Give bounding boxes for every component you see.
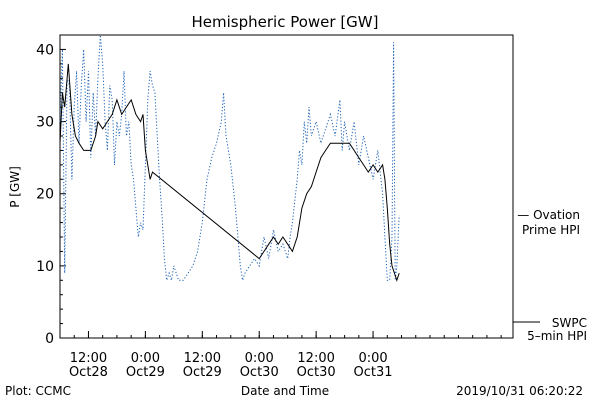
- y-axis-label: P [GW]: [8, 166, 22, 208]
- series-layer: [59, 34, 400, 282]
- x-tick-label-time: 12:00: [70, 351, 107, 366]
- x-tick-label-date: Oct30: [240, 365, 279, 380]
- legend-ovation-line1: — Ovation: [517, 208, 580, 222]
- chart-title: Hemispheric Power [GW]: [192, 13, 379, 31]
- plot-credit: Plot: CCMC: [5, 384, 71, 398]
- x-tick-label-date: Oct31: [354, 365, 393, 380]
- legend-swpc-line2: 5–min HPI: [527, 329, 587, 343]
- series-swpc-5min-hpi: [59, 63, 400, 282]
- x-tick-label-time: 0:00: [245, 351, 274, 366]
- x-tick-label-time: 12:00: [297, 351, 334, 366]
- plot-area: [59, 34, 514, 339]
- legend-ovation-line2: Prime HPI: [522, 223, 580, 237]
- y-axis: 0 10 20 30 40: [36, 34, 66, 347]
- plot-timestamp: 2019/10/31 06:20:22: [456, 384, 583, 398]
- y-tick-label: 20: [36, 187, 54, 203]
- series-ovation-prime-hpi: [59, 34, 400, 281]
- x-axis: 12:00Oct280:00Oct2912:00Oct290:00Oct3012…: [69, 331, 502, 380]
- x-tick-label-date: Oct29: [183, 365, 222, 380]
- y-tick-label: 40: [36, 42, 54, 58]
- x-tick-label-date: Oct29: [126, 365, 165, 380]
- y-tick-label: 0: [45, 331, 54, 347]
- x-axis-label: Date and Time: [241, 384, 329, 398]
- x-tick-label-time: 0:00: [358, 351, 387, 366]
- x-tick-label-date: Oct28: [69, 365, 108, 380]
- x-tick-label-time: 12:00: [184, 351, 221, 366]
- y-tick-label: 30: [36, 115, 54, 131]
- x-tick-label-date: Oct30: [297, 365, 336, 380]
- x-tick-label-time: 0:00: [131, 351, 160, 366]
- y-tick-label: 10: [36, 259, 54, 275]
- legend-swpc-line1: SWPC: [552, 316, 587, 330]
- legend: — Ovation Prime HPI SWPC 5–min HPI: [513, 208, 587, 343]
- plot-frame: [59, 34, 514, 339]
